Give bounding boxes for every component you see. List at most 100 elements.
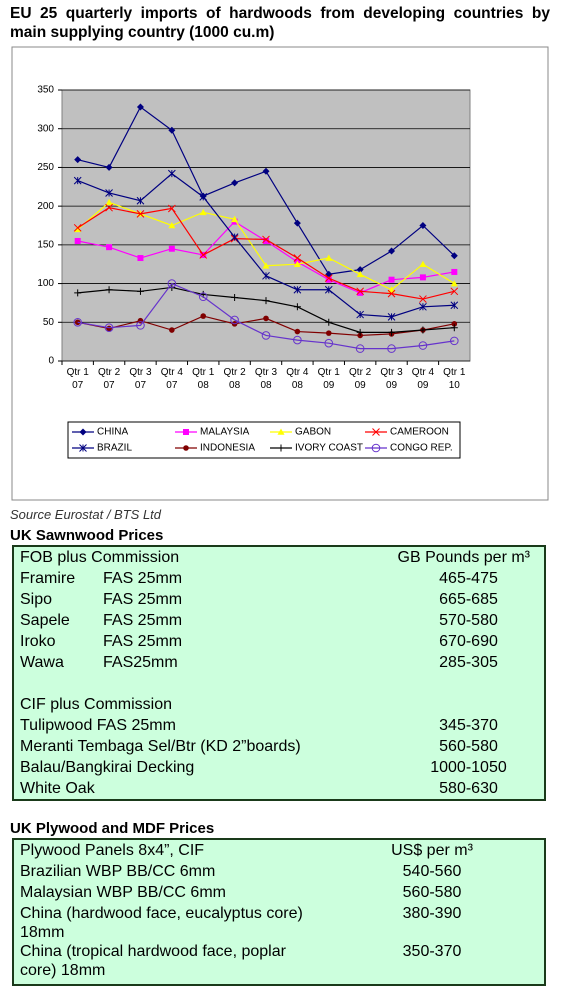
product: China (hardwood face, eucalyptus core) 1… (20, 905, 303, 941)
marker (137, 255, 144, 262)
row: China (hardwood face, eucalyptus core) 1… (14, 904, 544, 942)
marker (74, 225, 82, 233)
marker (387, 289, 396, 298)
marker (199, 208, 207, 216)
legend (67, 421, 461, 459)
row: Balau/Bangkirai Decking 1000-1050 (14, 758, 544, 779)
marker (79, 444, 87, 452)
grade: FAS 25mm (103, 570, 183, 587)
marker (450, 324, 458, 332)
marker (324, 338, 334, 348)
legend-label: INDONESIA (200, 443, 255, 454)
marker (293, 260, 301, 268)
marker (168, 222, 176, 229)
marker (183, 429, 189, 435)
marker (324, 274, 333, 283)
y-tick-label: 50 (43, 317, 55, 328)
price: 570-580 (439, 612, 498, 629)
marker (104, 323, 114, 333)
marker (325, 318, 333, 326)
marker (356, 310, 365, 319)
species: Iroko (20, 633, 56, 650)
price: 560-580 (402, 884, 462, 901)
x-tick-label: Qtr 3 08 (254, 367, 278, 391)
grade: FAS 25mm (103, 633, 183, 650)
marker (105, 286, 113, 294)
marker (168, 245, 175, 252)
marker (231, 294, 239, 302)
y-tick-label: 100 (37, 278, 54, 289)
marker (387, 344, 396, 353)
marker (73, 317, 82, 327)
y-tick-label: 250 (37, 162, 54, 173)
marker (325, 330, 332, 336)
marker (388, 286, 396, 293)
x-tick-label: Qtr 1 10 (443, 367, 466, 391)
species: Wawa (20, 654, 64, 671)
marker (387, 313, 396, 321)
marker (356, 287, 365, 296)
marker (168, 126, 176, 134)
marker (325, 254, 333, 261)
marker (261, 331, 271, 340)
marker (167, 169, 176, 178)
x-tick-label: Qtr 4 08 (286, 367, 309, 391)
marker (263, 315, 269, 322)
grade: FAS 25mm (103, 612, 183, 629)
species: White Oak (20, 780, 95, 797)
chart: 0 50 100 150 200 250 300 350 CHINA MALAYSIA GABON C… (11, 46, 549, 501)
marker (73, 223, 82, 232)
y-tick-label: 0 (48, 356, 54, 367)
price: 350-370 (402, 943, 462, 960)
group-header: FOB plus Commission (20, 549, 180, 566)
marker (419, 222, 427, 229)
marker (371, 443, 381, 453)
x-tick-label: Qtr 4 09 (411, 367, 435, 391)
x-tick-label: Qtr 3 09 (380, 367, 403, 391)
marker (105, 198, 113, 206)
y-tick-label: 350 (37, 85, 54, 96)
species: Sapele (20, 612, 70, 629)
marker (105, 189, 113, 197)
marker (356, 266, 364, 274)
marker (293, 219, 301, 227)
marker (136, 103, 144, 111)
table-header: FOB plus Commission GB Pounds per m³ (14, 548, 544, 569)
grade: FAS25mm (103, 654, 178, 671)
price: 560-580 (439, 738, 498, 755)
marker (136, 196, 145, 205)
species: Meranti Tembaga Sel/Btr (KD 2”boards) (20, 738, 301, 755)
product: Malaysian WBP BB/CC 6mm (20, 884, 226, 901)
row: Sapele FAS 25mm 570-580 (14, 611, 544, 632)
price: 345-370 (439, 717, 498, 734)
line (77, 282, 455, 350)
chart-title: EU 25 quarterly imports of hardwoods fro… (10, 5, 550, 41)
marker (231, 215, 239, 223)
marker (450, 287, 459, 296)
unit: US$ per m³ (391, 842, 473, 859)
product: China (tropical hardwood face, poplar co… (20, 943, 286, 979)
marker (199, 192, 208, 201)
row: Brazilian WBP BB/CC 6mm 540-560 (14, 862, 544, 883)
legend-label: CHINA (97, 427, 128, 438)
table: Plywood Panels 8x4”, CIF US$ per m³ Brazi… (14, 841, 544, 980)
marker (169, 327, 175, 333)
sawnwood-table: FOB plus Commission GB Pounds per m³ Fram… (12, 545, 546, 801)
marker (262, 297, 270, 305)
plywood-table: Plywood Panels 8x4”, CIF US$ per m³ Brazi… (12, 838, 546, 986)
marker (357, 289, 364, 296)
marker (356, 270, 364, 278)
marker (450, 301, 459, 310)
marker (105, 203, 113, 212)
row: White Oak 580-630 (14, 779, 544, 800)
price: 285-305 (439, 654, 498, 671)
marker (451, 321, 458, 327)
marker (230, 233, 239, 241)
grade: FAS 25mm (103, 591, 183, 608)
row: Meranti Tembaga Sel/Btr (KD 2”boards) 560… (14, 737, 544, 758)
x-tick-label: Qtr 1 08 (192, 367, 215, 391)
marker (167, 204, 176, 213)
marker (105, 163, 113, 171)
table: FOB plus Commission GB Pounds per m³ Fram… (14, 548, 544, 800)
